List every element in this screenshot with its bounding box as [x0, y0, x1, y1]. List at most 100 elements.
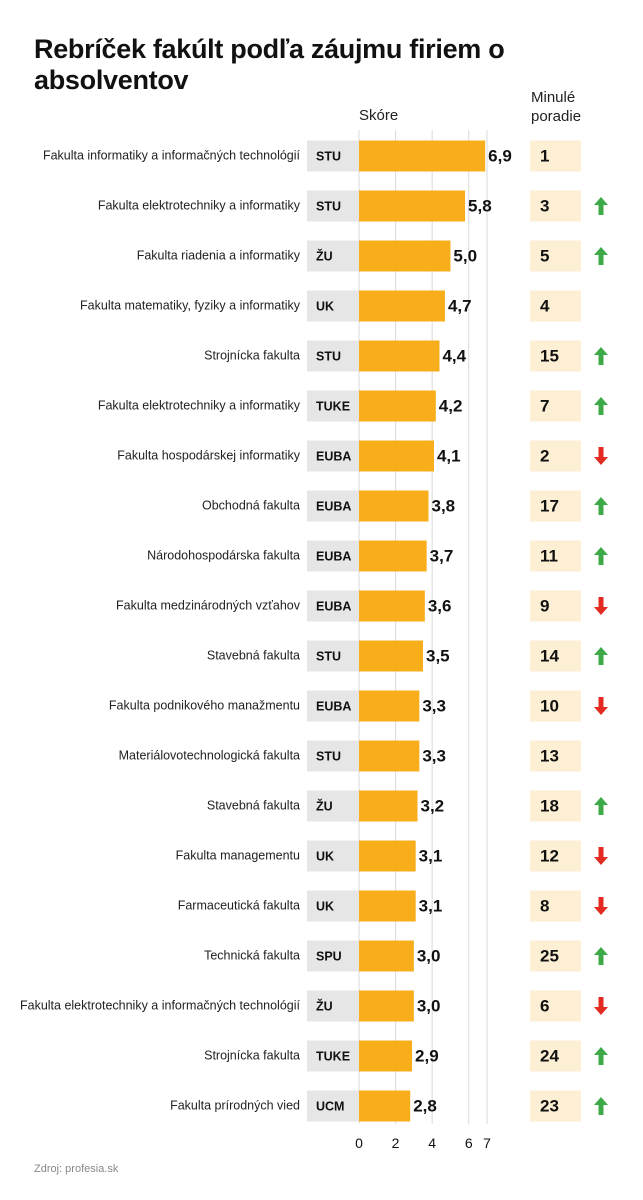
previous-rank-label: 9 — [540, 596, 549, 615]
university-label: ŽU — [316, 248, 333, 263]
previous-rank-box — [530, 590, 581, 622]
arrow-up-icon — [594, 1097, 608, 1115]
university-label: SPU — [316, 949, 342, 963]
previous-rank-box — [530, 340, 581, 372]
university-box — [307, 740, 359, 772]
score-value-label: 3,0 — [417, 946, 441, 965]
previous-rank-box — [530, 190, 581, 222]
previous-rank-box — [530, 290, 581, 322]
university-label: EUBA — [316, 549, 351, 563]
score-value-label: 5,8 — [468, 196, 492, 215]
table-row: Fakulta riadenia a informatiky ŽU 5,0 5 — [137, 240, 608, 272]
score-value-label: 3,3 — [422, 746, 446, 765]
score-bar — [359, 390, 436, 422]
faculty-label: Fakulta elektrotechniky a informatiky — [98, 198, 301, 212]
previous-rank-label: 23 — [540, 1096, 559, 1115]
score-bar — [359, 840, 416, 872]
university-box — [307, 240, 359, 272]
university-label: STU — [316, 749, 341, 763]
score-bar — [359, 940, 414, 972]
faculty-label: Fakulta medzinárodných vzťahov — [116, 598, 301, 612]
university-box — [307, 990, 359, 1022]
previous-rank-label: 17 — [540, 496, 559, 515]
university-label: UK — [316, 899, 334, 913]
faculty-label: Strojnícka fakulta — [204, 348, 300, 362]
score-bar — [359, 640, 423, 672]
score-bar — [359, 440, 434, 472]
previous-rank-box — [530, 790, 581, 822]
previous-rank-box — [530, 1040, 581, 1072]
arrow-up-icon — [594, 1047, 608, 1065]
score-bar — [359, 1040, 413, 1072]
faculty-label: Fakulta matematiky, fyziky a informatiky — [80, 298, 301, 312]
faculty-label: Strojnícka fakulta — [204, 1048, 300, 1062]
arrow-up-icon — [594, 547, 608, 565]
arrow-up-icon — [594, 497, 608, 515]
university-box — [307, 840, 359, 872]
score-value-label: 3,7 — [430, 546, 454, 565]
score-value-label: 4,4 — [442, 346, 466, 365]
table-row: Fakulta managementu UK 3,1 12 — [176, 840, 608, 872]
previous-rank-label: 6 — [540, 996, 549, 1015]
arrow-up-icon — [594, 647, 608, 665]
university-label: STU — [316, 649, 341, 663]
university-box — [307, 1090, 359, 1122]
previous-rank-box — [530, 390, 581, 422]
previous-rank-label: 15 — [540, 346, 559, 365]
faculty-label: Fakulta elektrotechniky a informačných t… — [20, 998, 301, 1012]
university-label: STU — [316, 199, 341, 213]
university-box — [307, 940, 359, 972]
score-value-label: 4,7 — [448, 296, 472, 315]
faculty-label: Fakulta riadenia a informatiky — [137, 248, 301, 262]
previous-rank-box — [530, 440, 581, 472]
arrow-up-icon — [594, 347, 608, 365]
previous-rank-label: 2 — [540, 446, 549, 465]
university-box — [307, 640, 359, 672]
score-bar — [359, 490, 429, 522]
score-bar — [359, 190, 466, 222]
table-row: Obchodná fakulta EUBA 3,8 17 — [202, 490, 608, 522]
score-value-label: 5,0 — [453, 246, 477, 265]
arrow-down-icon — [594, 897, 608, 915]
score-bar — [359, 290, 445, 322]
previous-rank-box — [530, 140, 581, 172]
previous-rank-box — [530, 740, 581, 772]
previous-rank-label: 1 — [540, 146, 549, 165]
score-bar — [359, 340, 440, 372]
table-row: Fakulta elektrotechniky a informatiky TUK… — [98, 390, 608, 422]
university-label: TUKE — [316, 1049, 350, 1063]
table-row: Fakulta prírodných vied UCM 2,8 23 — [170, 1090, 608, 1122]
university-label: EUBA — [316, 499, 351, 513]
gridlines — [358, 130, 488, 1124]
score-bar — [359, 240, 451, 272]
previous-rank-label: 10 — [540, 696, 559, 715]
arrow-up-icon — [594, 397, 608, 415]
university-box — [307, 1040, 359, 1072]
university-box — [307, 140, 359, 172]
score-value-label: 3,6 — [428, 596, 452, 615]
university-box — [307, 340, 359, 372]
previous-rank-box — [530, 890, 581, 922]
university-box — [307, 690, 359, 722]
score-bar — [359, 590, 425, 622]
arrow-up-icon — [594, 947, 608, 965]
previous-rank-label: 3 — [540, 196, 549, 215]
arrow-down-icon — [594, 597, 608, 615]
x-tick-label: 2 — [392, 1135, 400, 1151]
previous-rank-label: 25 — [540, 946, 559, 965]
faculty-label: Stavebná fakulta — [207, 798, 300, 812]
table-row: Stavebná fakulta STU 3,5 14 — [207, 640, 608, 672]
arrow-down-icon — [594, 447, 608, 465]
university-box — [307, 890, 359, 922]
score-value-label: 3,8 — [431, 496, 455, 515]
faculty-label: Fakulta managementu — [176, 848, 300, 862]
previous-rank-label: 18 — [540, 796, 559, 815]
table-row: Národohospodárska fakulta EUBA 3,7 11 — [147, 540, 608, 572]
x-tick-label: 6 — [465, 1135, 473, 1151]
previous-rank-label: 11 — [540, 546, 558, 565]
university-box — [307, 190, 359, 222]
university-label: UK — [316, 299, 334, 313]
university-box — [307, 390, 359, 422]
university-box — [307, 490, 359, 522]
